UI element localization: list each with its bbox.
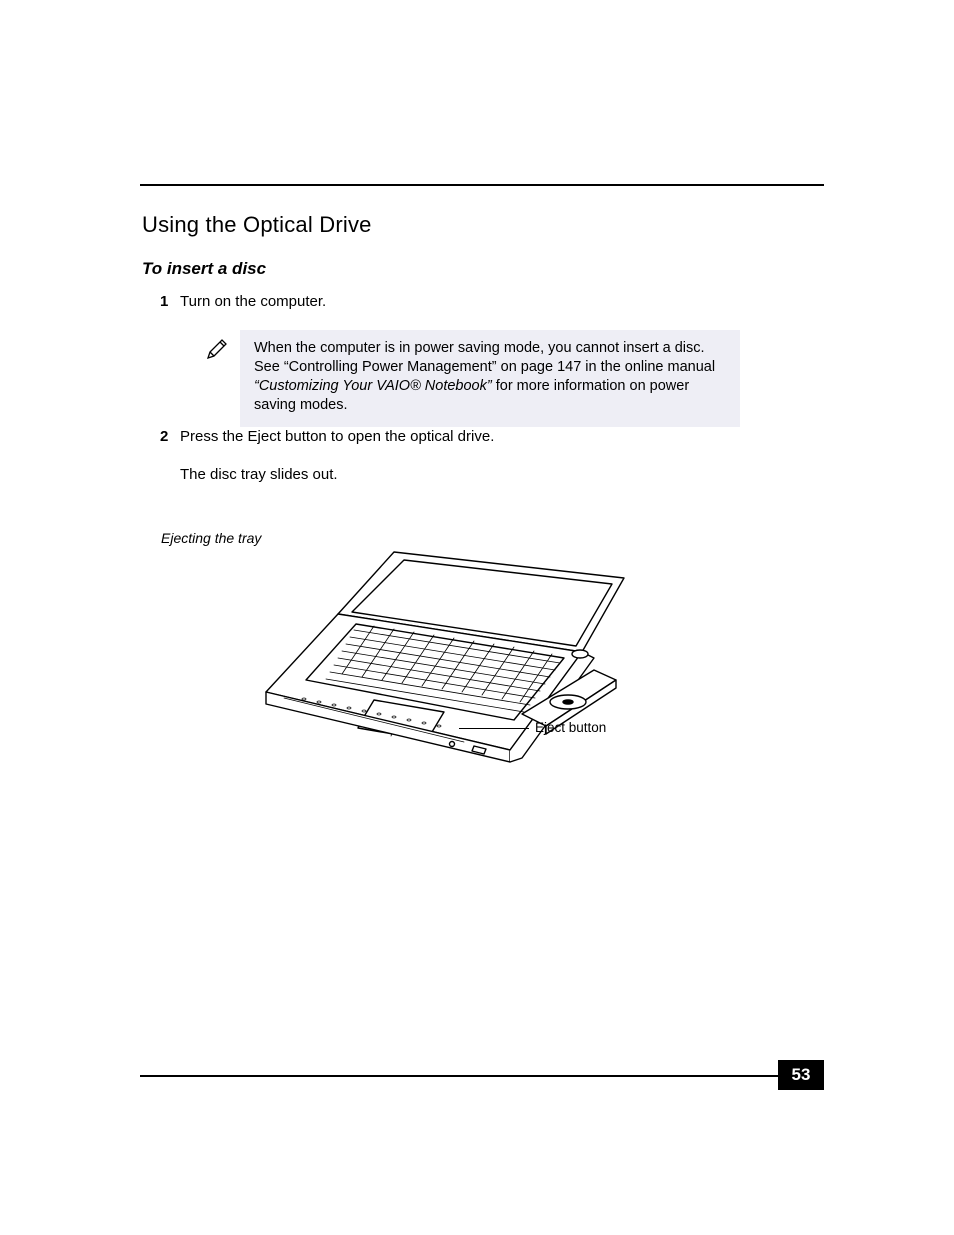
manual-page: Using the Optical Drive To insert a disc… [0,0,954,1235]
callout-line [459,728,529,729]
step-1-number: 1 [160,292,168,312]
top-horizontal-rule [140,184,824,186]
step-2-text-a: Press the Eject button to open the optic… [180,428,494,445]
laptop-illustration [264,550,664,790]
step-2: 2 Press the Eject button to open the opt… [180,427,784,486]
note-text-part-b: “Controlling Power Management” on page 1… [284,359,715,375]
figure-caption: Ejecting the tray [161,530,261,546]
section-title: Using the Optical Drive [142,212,372,238]
note-box: When the computer is in power saving mod… [240,330,740,427]
step-1-text: Turn on the computer. [180,293,326,310]
step-2-number: 2 [160,427,168,447]
page-number: 53 [778,1060,824,1090]
bottom-horizontal-rule [140,1075,824,1077]
callout-label: Eject button [535,720,606,735]
subsection-title: To insert a disc [142,259,266,279]
step-1: 1 Turn on the computer. [180,292,784,312]
note-text-italic: “Customizing Your VAIO® Notebook” [254,378,492,394]
pencil-icon [204,336,230,362]
step-2-text-b: The disc tray slides out. [180,466,338,483]
